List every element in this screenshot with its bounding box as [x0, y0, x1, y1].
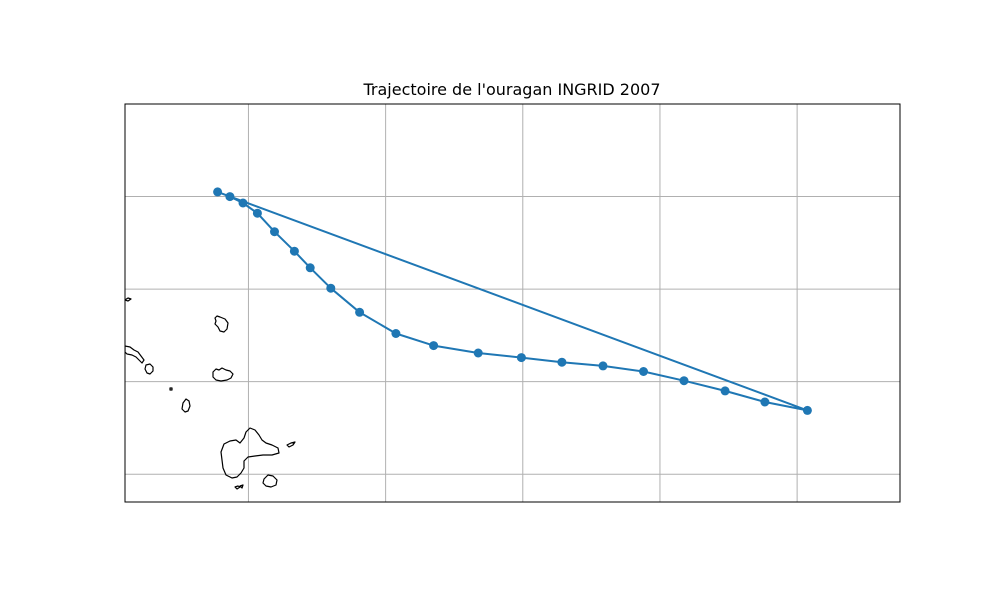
track-point: [252, 208, 262, 218]
coastline-st-kitts-nevis: [125, 345, 145, 364]
track-point: [305, 263, 315, 273]
coastline-anguilla-edge: [125, 297, 132, 302]
coastline-redonda: [169, 387, 173, 391]
coastline-les-saintes: [234, 484, 244, 490]
track-point: [516, 353, 526, 363]
track-point: [225, 192, 235, 202]
map-title: Trajectoire de l'ouragan INGRID 2007: [362, 80, 660, 99]
track-point: [391, 329, 401, 338]
track-point: [720, 386, 730, 396]
axes-frame: [124, 103, 901, 503]
map-axes: [125, 104, 900, 502]
track-point: [802, 405, 812, 415]
coastline-antigua-cluster: [212, 367, 234, 382]
coastline-barbuda: [214, 315, 229, 333]
coastline-la-desirade: [286, 441, 296, 448]
track-point: [429, 341, 439, 351]
track-point: [289, 246, 299, 256]
coastline-guadeloupe: [220, 427, 280, 479]
coastline-montserrat-west: [144, 363, 154, 375]
coastline-montserrat: [181, 398, 191, 413]
track-point: [679, 376, 689, 386]
track-point: [557, 357, 567, 367]
track-point: [326, 283, 336, 293]
track-point: [760, 397, 770, 407]
gridlines: [125, 104, 900, 502]
coastline-marie-galante: [262, 474, 278, 488]
coastlines: [125, 297, 296, 490]
track-point: [355, 307, 365, 317]
hurricane-track: [213, 187, 812, 415]
ocean-background: [125, 104, 900, 502]
track-point: [639, 367, 648, 376]
track-point: [598, 361, 608, 371]
track-point: [238, 198, 248, 208]
track-point: [213, 187, 223, 197]
track-point: [473, 348, 483, 358]
track-point: [270, 227, 279, 237]
